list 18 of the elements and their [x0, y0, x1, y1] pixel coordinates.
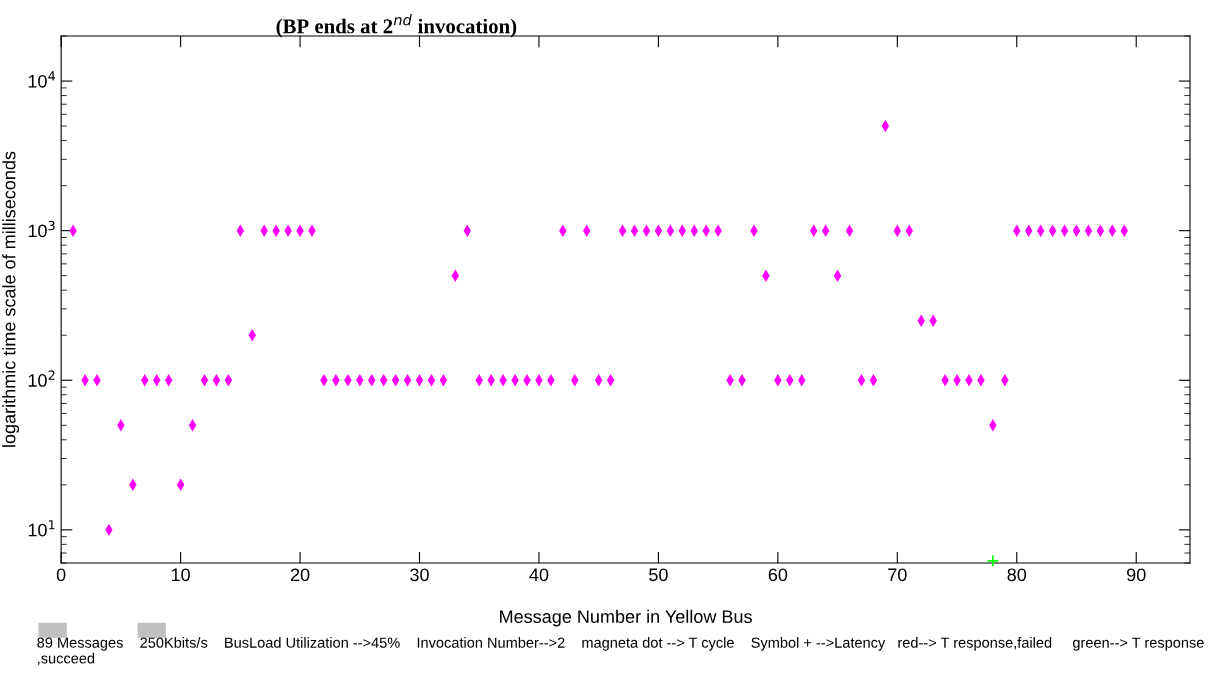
- x-tick-label: 70: [888, 568, 907, 582]
- x-tick-label: 10: [171, 568, 190, 582]
- x-tick-label: 40: [529, 568, 549, 582]
- x-tick-label: 80: [1007, 568, 1027, 582]
- y-tick-label: 10$^{4}$: [28, 71, 55, 88]
- chart-title: (BP ends at 2$^{nd}$ invocation): [276, 14, 517, 38]
- y-tick-label: 10$^{3}$: [28, 220, 55, 238]
- x-tick-label: 50: [649, 568, 668, 582]
- text: 89 Messages 250Kbits/s BusLoad Utilization -->45% Invocation Number-->2 magneta dot --> T cycle Symbol + -->Latency red--> T response,failed green--> T response ,succeed: [37, 637, 1204, 666]
- y-axis-title: logarithmic time scale of milliseconds: [2, 151, 20, 447]
- y-tick-label: 10$^{1}$: [28, 520, 55, 537]
- x-tick-label: 90: [1127, 568, 1146, 582]
- y-tick-label: 10$^{2}$: [28, 370, 55, 387]
- x-tick-label: 60: [768, 568, 788, 582]
- x-axis-title: Message Number in Yellow Bus: [500, 609, 752, 627]
- x-tick-label: 0: [56, 568, 66, 582]
- x-tick-label: 20: [290, 568, 310, 582]
- x-tick-label: 30: [410, 568, 429, 582]
